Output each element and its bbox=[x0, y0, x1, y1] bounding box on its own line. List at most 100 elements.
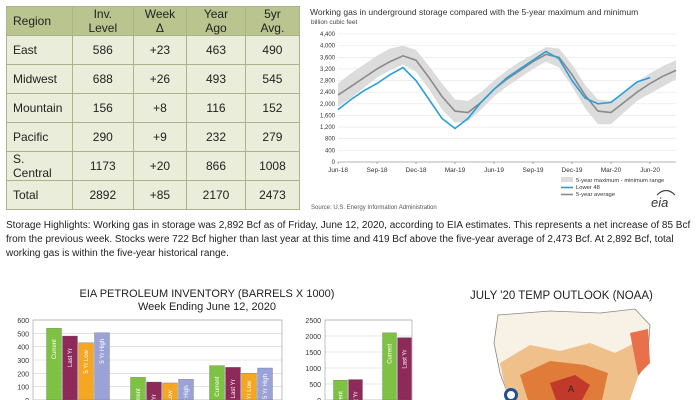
bar-label: 5 Yr Low bbox=[168, 390, 174, 400]
y-tick-label: 0 bbox=[25, 398, 29, 400]
petroleum-title-line2: Week Ending June 12, 2020 bbox=[137, 301, 276, 313]
y-tick-label: 1500 bbox=[305, 350, 321, 357]
header-year-ago: Year Ago bbox=[186, 6, 246, 36]
table-cell: +9 bbox=[132, 122, 188, 152]
table-cell: 493 bbox=[186, 64, 246, 94]
y-tick-label: 2,000 bbox=[320, 102, 336, 108]
table-row: Pacific 290 +9 232 279 bbox=[6, 122, 301, 152]
header-week-delta: Week Δ bbox=[132, 6, 188, 36]
y-tick-label: 1,200 bbox=[320, 125, 336, 131]
bar-label: 5 Yr Low bbox=[247, 380, 253, 400]
plot-frame bbox=[32, 319, 283, 400]
y-tick-label: 4,000 bbox=[320, 44, 336, 50]
x-tick-label: Dec-18 bbox=[406, 167, 427, 174]
bar bbox=[241, 373, 257, 400]
y-tick-label: 1000 bbox=[305, 366, 321, 373]
y-tick-label: 500 bbox=[309, 382, 321, 389]
y-tick-label: 2000 bbox=[305, 334, 321, 341]
bar bbox=[225, 367, 241, 400]
us-temp-outlook-map: A bbox=[493, 308, 651, 400]
x-tick-label: Jun-20 bbox=[640, 167, 660, 174]
bar-label: Current bbox=[215, 376, 221, 396]
bar-label: Current bbox=[136, 388, 142, 400]
bar-label: Last Yr bbox=[403, 350, 409, 369]
bar bbox=[62, 335, 78, 400]
bar bbox=[130, 377, 146, 400]
x-tick-label: Dec-19 bbox=[562, 167, 583, 174]
x-tick-label: Jun-18 bbox=[328, 167, 348, 174]
plot-frame bbox=[324, 319, 413, 400]
y-tick-label: 600 bbox=[17, 318, 29, 325]
y-tick-label: 400 bbox=[325, 148, 336, 154]
table-cell: +23 bbox=[132, 35, 188, 65]
petroleum-bar-charts: 0 100 200 300 400 500 600 Current Current Current… bbox=[17, 318, 413, 400]
legend-label: 5-year maximum - minimum range bbox=[576, 178, 664, 184]
bar-label: Current bbox=[339, 391, 345, 400]
noaa-logo-inner-icon bbox=[507, 391, 515, 399]
y-tick-label: 200 bbox=[17, 371, 29, 378]
x-tick-label: Sep-19 bbox=[523, 167, 544, 174]
bar-label: Current bbox=[388, 343, 394, 363]
legend-label: 5-year average bbox=[576, 192, 615, 198]
bar-label: 5 Yr High bbox=[184, 385, 190, 400]
legend-label: Lower 48 bbox=[576, 185, 600, 191]
y-tick-label: 400 bbox=[17, 345, 29, 352]
bar-label: Last Yr bbox=[231, 379, 237, 398]
table-cell: 156 bbox=[71, 93, 134, 123]
y-tick-label: 0 bbox=[317, 398, 321, 400]
table-cell: Pacific bbox=[6, 122, 73, 152]
y-tick-label: 2,800 bbox=[320, 79, 336, 85]
table-row: Midwest 688 +26 493 545 bbox=[6, 64, 301, 94]
table-cell: 152 bbox=[244, 93, 301, 123]
storage-header-row: Region Inv. Level Week Δ Year Ago 5yr Av… bbox=[6, 6, 301, 36]
five-year-average-line bbox=[337, 53, 677, 114]
lower48-line bbox=[337, 50, 651, 130]
bar-label: Last Yr bbox=[68, 348, 74, 367]
storage-chart-units: billion cubic feet bbox=[311, 19, 358, 26]
legend-range-swatch bbox=[561, 177, 573, 182]
bar bbox=[146, 381, 162, 400]
x-tick-label: Sep-18 bbox=[367, 167, 388, 174]
storage-table: Region Inv. Level Week Δ Year Ago 5yr Av… bbox=[6, 6, 301, 210]
y-tick-label: 0 bbox=[332, 160, 336, 166]
petroleum-title-line1: EIA PETROLEUM INVENTORY (BARRELS X 1000) bbox=[79, 288, 335, 300]
table-cell: 2892 bbox=[71, 180, 134, 210]
storage-chart-title: Working gas in underground storage compa… bbox=[310, 7, 639, 17]
header-5yr-avg: 5yr Avg. bbox=[244, 6, 301, 36]
y-tick-label: 2,400 bbox=[320, 90, 336, 96]
table-cell: 688 bbox=[71, 64, 134, 94]
y-tick-label: 500 bbox=[17, 331, 29, 338]
table-row: Mountain 156 +8 116 152 bbox=[6, 93, 301, 123]
map-marker-a: A bbox=[568, 384, 574, 394]
header-region: Region bbox=[6, 6, 73, 36]
y-tick-label: 3,200 bbox=[320, 67, 336, 73]
y-tick-label: 3,600 bbox=[320, 55, 336, 61]
table-cell: Mountain bbox=[6, 93, 73, 123]
table-cell: Total bbox=[6, 180, 73, 210]
table-cell: +8 bbox=[132, 93, 188, 123]
table-cell: 1173 bbox=[71, 151, 134, 181]
table-row-total: Total 2892 +85 2170 2473 bbox=[6, 180, 301, 210]
bar bbox=[257, 367, 273, 400]
y-tick-label: 4,400 bbox=[320, 32, 336, 38]
table-cell: +85 bbox=[132, 180, 188, 210]
east-coast-above-region bbox=[630, 329, 650, 375]
eia-logo-text: eia bbox=[651, 195, 669, 210]
bar bbox=[382, 332, 397, 400]
x-tick-label: Mar-20 bbox=[601, 167, 622, 174]
storage-chart-source: Source: U.S. Energy Information Administ… bbox=[311, 205, 437, 211]
bar-label: Last Yr bbox=[354, 392, 360, 400]
petroleum-title: EIA PETROLEUM INVENTORY (BARRELS X 1000)… bbox=[12, 288, 402, 314]
high-likely-above-region bbox=[550, 375, 590, 400]
bar-label: Current bbox=[52, 339, 58, 359]
header-inv-level: Inv. Level bbox=[71, 6, 134, 36]
y-tick-label: 100 bbox=[17, 385, 29, 392]
table-cell: 290 bbox=[71, 122, 134, 152]
table-cell: 116 bbox=[186, 93, 246, 123]
table-row: S. Central 1173 +20 866 1008 bbox=[6, 151, 301, 181]
table-cell: 1008 bbox=[244, 151, 301, 181]
table-cell: East bbox=[6, 35, 73, 65]
range-band bbox=[338, 45, 676, 125]
x-tick-label: Mar-19 bbox=[445, 167, 466, 174]
storage-chart: 0 400 800 1,200 1,600 2,000 2,400 2,800 3,200 3,6… bbox=[306, 4, 698, 214]
